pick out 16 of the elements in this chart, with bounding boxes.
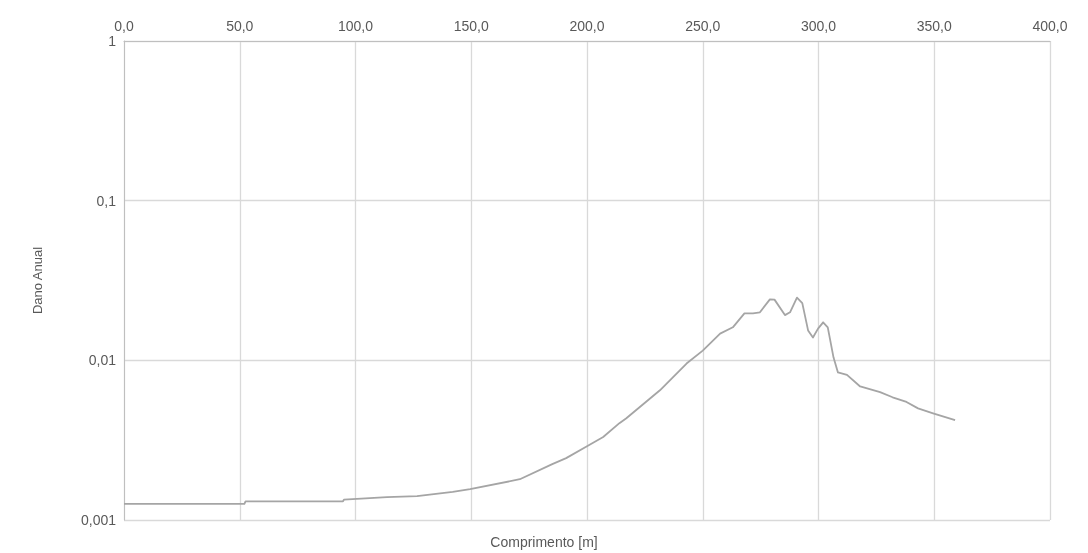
y-tick-label: 1 xyxy=(108,33,117,49)
x-tick-label: 0,0 xyxy=(114,18,134,34)
x-tick-label: 150,0 xyxy=(453,18,489,34)
y-axis-title: Dano Anual xyxy=(30,246,45,315)
x-axis-title: Comprimento [m] xyxy=(490,534,598,550)
line-series xyxy=(123,296,956,505)
x-tick-label: 200,0 xyxy=(569,18,605,34)
x-tick-label: 50,0 xyxy=(226,18,254,34)
x-tick-label: 350,0 xyxy=(916,18,952,34)
x-tick-label: 100,0 xyxy=(337,18,374,34)
x-tick-label: 400,0 xyxy=(1032,18,1068,34)
x-tick-label: 250,0 xyxy=(685,18,721,34)
x-tick-label: 300,0 xyxy=(800,18,837,34)
y-tick-label: 0,001 xyxy=(80,512,117,528)
y-tick-label: 0,01 xyxy=(88,352,117,369)
y-tick-label: 0,1 xyxy=(96,192,117,209)
